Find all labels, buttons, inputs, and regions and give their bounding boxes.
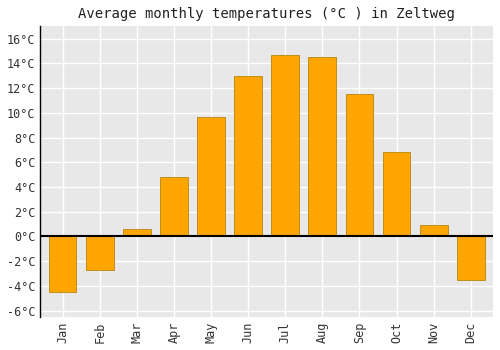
Bar [160,177,188,237]
Bar [308,57,336,237]
Bar [234,76,262,237]
Bar [123,229,150,237]
Bar [457,237,484,280]
Bar [48,237,76,292]
Bar [197,117,225,237]
Bar [86,237,114,270]
Title: Average monthly temperatures (°C ) in Zeltweg: Average monthly temperatures (°C ) in Ze… [78,7,455,21]
Bar [272,55,299,237]
Bar [382,152,410,237]
Bar [346,94,374,237]
Bar [420,225,448,237]
